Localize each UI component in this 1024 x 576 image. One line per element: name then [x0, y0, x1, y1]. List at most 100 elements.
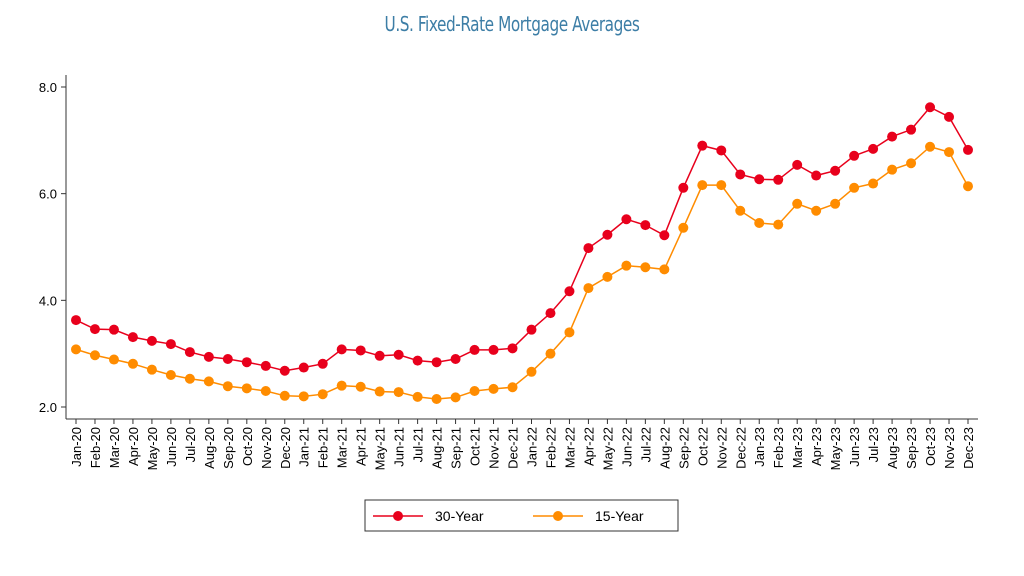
data-point: [469, 344, 480, 355]
data-point: [830, 198, 841, 209]
data-point: [526, 324, 537, 335]
data-point: [925, 141, 936, 152]
y-tick-label: 8.0: [39, 80, 57, 95]
data-point: [431, 394, 442, 404]
data-point: [583, 243, 594, 254]
x-tick-label: Dec-20: [278, 427, 293, 469]
data-point: [659, 230, 670, 241]
x-tick-label: Aug-21: [430, 427, 445, 469]
data-point: [450, 354, 461, 364]
data-point: [811, 170, 822, 181]
data-point: [71, 315, 81, 326]
data-point: [792, 159, 803, 170]
data-point: [735, 205, 746, 216]
x-tick-label: Mar-20: [107, 427, 122, 468]
data-point: [659, 264, 670, 275]
data-point: [640, 262, 651, 273]
x-tick-label: Dec-21: [506, 427, 521, 469]
data-point: [184, 347, 195, 358]
data-point: [241, 383, 252, 394]
x-tick-label: Aug-20: [202, 427, 217, 469]
x-tick-label: Oct-21: [468, 427, 483, 466]
x-tick-label: May-22: [600, 427, 615, 470]
x-tick-label: Jun-21: [392, 427, 407, 467]
data-point: [393, 349, 404, 360]
data-point: [336, 344, 347, 355]
x-tick-label: Apr-23: [809, 427, 824, 466]
data-point: [260, 386, 271, 396]
data-point: [754, 218, 765, 228]
x-tick-label: Jul-23: [866, 427, 881, 462]
x-tick-label: Mar-21: [335, 427, 350, 468]
x-tick-label: Feb-21: [316, 427, 331, 468]
data-point: [830, 165, 841, 176]
data-point: [431, 357, 442, 368]
data-point: [887, 131, 898, 142]
data-point: [450, 392, 461, 403]
data-point: [906, 158, 917, 169]
data-point: [469, 386, 480, 396]
y-tick-label: 6.0: [39, 187, 57, 202]
data-point: [412, 391, 423, 402]
data-point: [108, 324, 119, 335]
x-tick-label: May-20: [145, 427, 160, 470]
data-point: [222, 354, 233, 364]
data-point: [260, 360, 271, 371]
x-tick-label: Jul-22: [638, 427, 653, 462]
y-tick-label: 2.0: [39, 400, 57, 415]
x-tick-label: Jan-22: [524, 427, 539, 467]
y-tick-label: 4.0: [39, 293, 57, 308]
data-point: [526, 366, 537, 377]
data-point: [146, 335, 157, 346]
data-point: [89, 324, 100, 335]
x-tick-label: Oct-20: [240, 427, 255, 466]
data-point: [165, 370, 176, 380]
data-point: [773, 219, 784, 230]
x-tick-label: Nov-22: [714, 427, 729, 469]
x-tick-label: Nov-23: [942, 427, 957, 469]
data-point: [127, 332, 138, 343]
legend-label: 30-Year: [435, 508, 484, 524]
data-point: [146, 364, 157, 375]
data-point: [545, 348, 556, 359]
data-point: [963, 181, 973, 192]
data-point: [279, 365, 290, 376]
data-point: [127, 358, 138, 369]
data-point: [925, 102, 936, 113]
data-point: [697, 180, 708, 191]
x-tick-label: Dec-22: [733, 427, 748, 469]
x-tick-label: Jan-20: [69, 427, 84, 467]
legend-label: 15-Year: [595, 508, 644, 524]
data-point: [583, 283, 594, 294]
data-point: [887, 164, 898, 175]
data-point: [222, 381, 233, 392]
data-point: [488, 344, 499, 355]
data-point: [849, 150, 860, 161]
x-tick-label: Jul-21: [411, 427, 426, 462]
x-tick-label: Sep-20: [221, 427, 236, 469]
chart-title: U.S. Fixed-Rate Mortgage Averages: [384, 12, 640, 36]
data-point: [564, 286, 575, 297]
data-point: [108, 354, 119, 365]
x-tick-label: Sep-22: [676, 427, 691, 469]
data-point: [678, 222, 689, 233]
data-point: [203, 376, 214, 387]
data-point: [640, 220, 651, 231]
data-point: [849, 182, 860, 193]
legend-marker: [553, 511, 563, 521]
x-tick-label: May-23: [828, 427, 843, 470]
data-point: [621, 260, 632, 271]
data-point: [374, 350, 385, 361]
data-point: [374, 386, 385, 397]
data-point: [412, 355, 423, 366]
data-point: [868, 178, 879, 189]
data-point: [355, 345, 366, 356]
x-tick-label: Nov-21: [487, 427, 502, 469]
data-point: [165, 339, 176, 350]
data-point: [336, 380, 347, 391]
data-point: [602, 271, 613, 282]
data-point: [203, 351, 214, 362]
x-tick-label: Jan-23: [752, 427, 767, 467]
x-tick-label: Jun-22: [619, 427, 634, 467]
